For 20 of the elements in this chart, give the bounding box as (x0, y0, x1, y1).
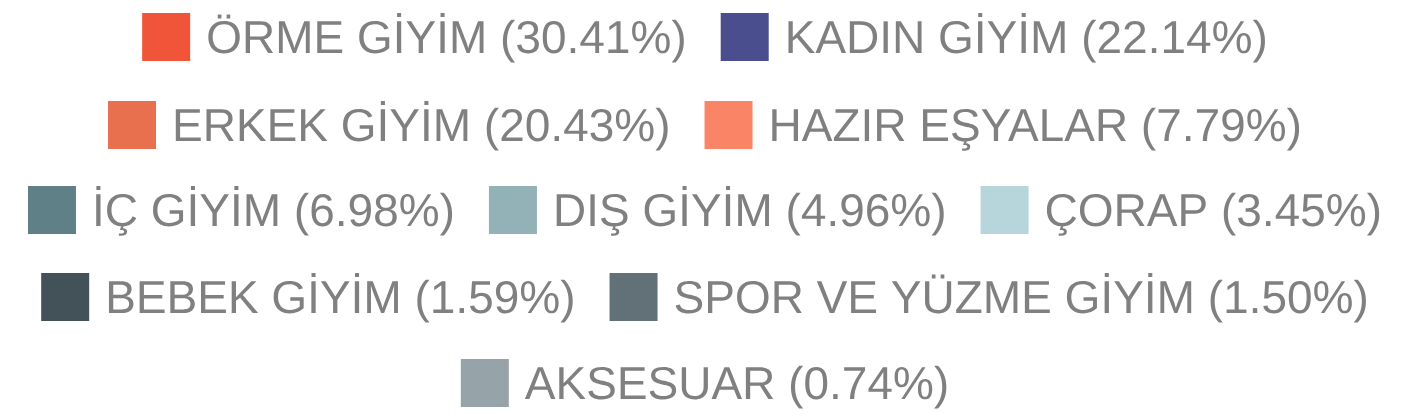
category-label: HAZIR EŞYALAR (772, 108, 1126, 151)
data-label: (1.50%) (1210, 279, 1366, 323)
data-label: (0.74%) (790, 365, 947, 409)
data-label: (30.41%) (502, 19, 684, 63)
category-label: AKSESUAR (524, 366, 774, 400)
category-label: DIŞ GİYİM (556, 186, 769, 236)
data-label: (1.59%) (417, 279, 573, 323)
data-label: (6.98%) (296, 192, 453, 236)
data-label: (4.96%) (788, 192, 944, 236)
data-label: (20.43%) (486, 107, 668, 151)
category-label: SPOR VE YÜZME GİYİM (675, 273, 1192, 314)
category-label: ERKEK GİYİM (175, 101, 468, 142)
category-label: ÇORAP (1046, 193, 1206, 236)
category-label: BEBEK GİYİM (108, 273, 398, 314)
category-label: ÖRME GİYİM (208, 13, 484, 54)
category-label: İÇ GİYİM (96, 186, 278, 236)
category-label: KADIN GİYİM (788, 13, 1065, 54)
data-label: (22.14%) (1084, 19, 1265, 63)
data-label: (7.79%) (1143, 107, 1300, 151)
data-label: (3.45%) (1223, 192, 1380, 236)
